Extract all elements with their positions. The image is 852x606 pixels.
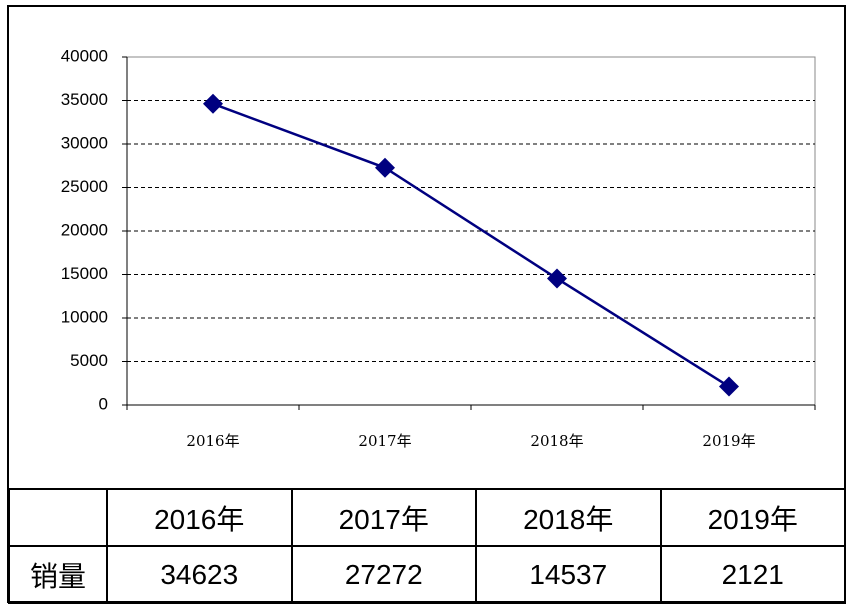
marker (547, 268, 567, 289)
y-tick-label: 10000 (61, 307, 108, 326)
marker (375, 157, 395, 178)
y-tick-label: 20000 (61, 220, 108, 239)
value-cell: 2121 (659, 545, 846, 604)
value-cell: 27272 (290, 545, 477, 604)
header-cell: 2017年 (290, 488, 477, 547)
marker (719, 376, 739, 397)
value-cell: 34623 (106, 545, 293, 604)
line (212, 102, 730, 388)
header-cell: 2019年 (659, 488, 846, 547)
table-row: 销量 34623 27272 14537 2121 (8, 545, 846, 604)
value-cell: 14537 (475, 545, 662, 604)
x-tick-label: 2017年 (358, 432, 411, 450)
header-row: 2016年 2017年 2018年 2019年 (8, 488, 846, 547)
corner-cell (8, 488, 108, 547)
row-label: 销量 (8, 545, 108, 604)
y-tick-label: 25000 (61, 177, 108, 196)
y-tick-label: 5000 (70, 351, 108, 370)
header-cell: 2018年 (475, 488, 662, 547)
y-tick-label: 15000 (61, 264, 108, 283)
x-tick-label: 2018年 (530, 432, 583, 450)
y-tick-label: 35000 (61, 90, 108, 109)
x-tick-label: 2016年 (186, 432, 239, 450)
marker (203, 93, 223, 114)
x-tick-label: 2019年 (702, 432, 755, 450)
y-tick-label: 30000 (61, 133, 108, 152)
header-cell: 2016年 (106, 488, 293, 547)
y-tick-label: 0 (99, 394, 108, 413)
data-table: 2016年 2017年 2018年 2019年 销量 34623 27272 14537 21… (8, 488, 846, 604)
y-tick-label: 40000 (61, 46, 108, 65)
